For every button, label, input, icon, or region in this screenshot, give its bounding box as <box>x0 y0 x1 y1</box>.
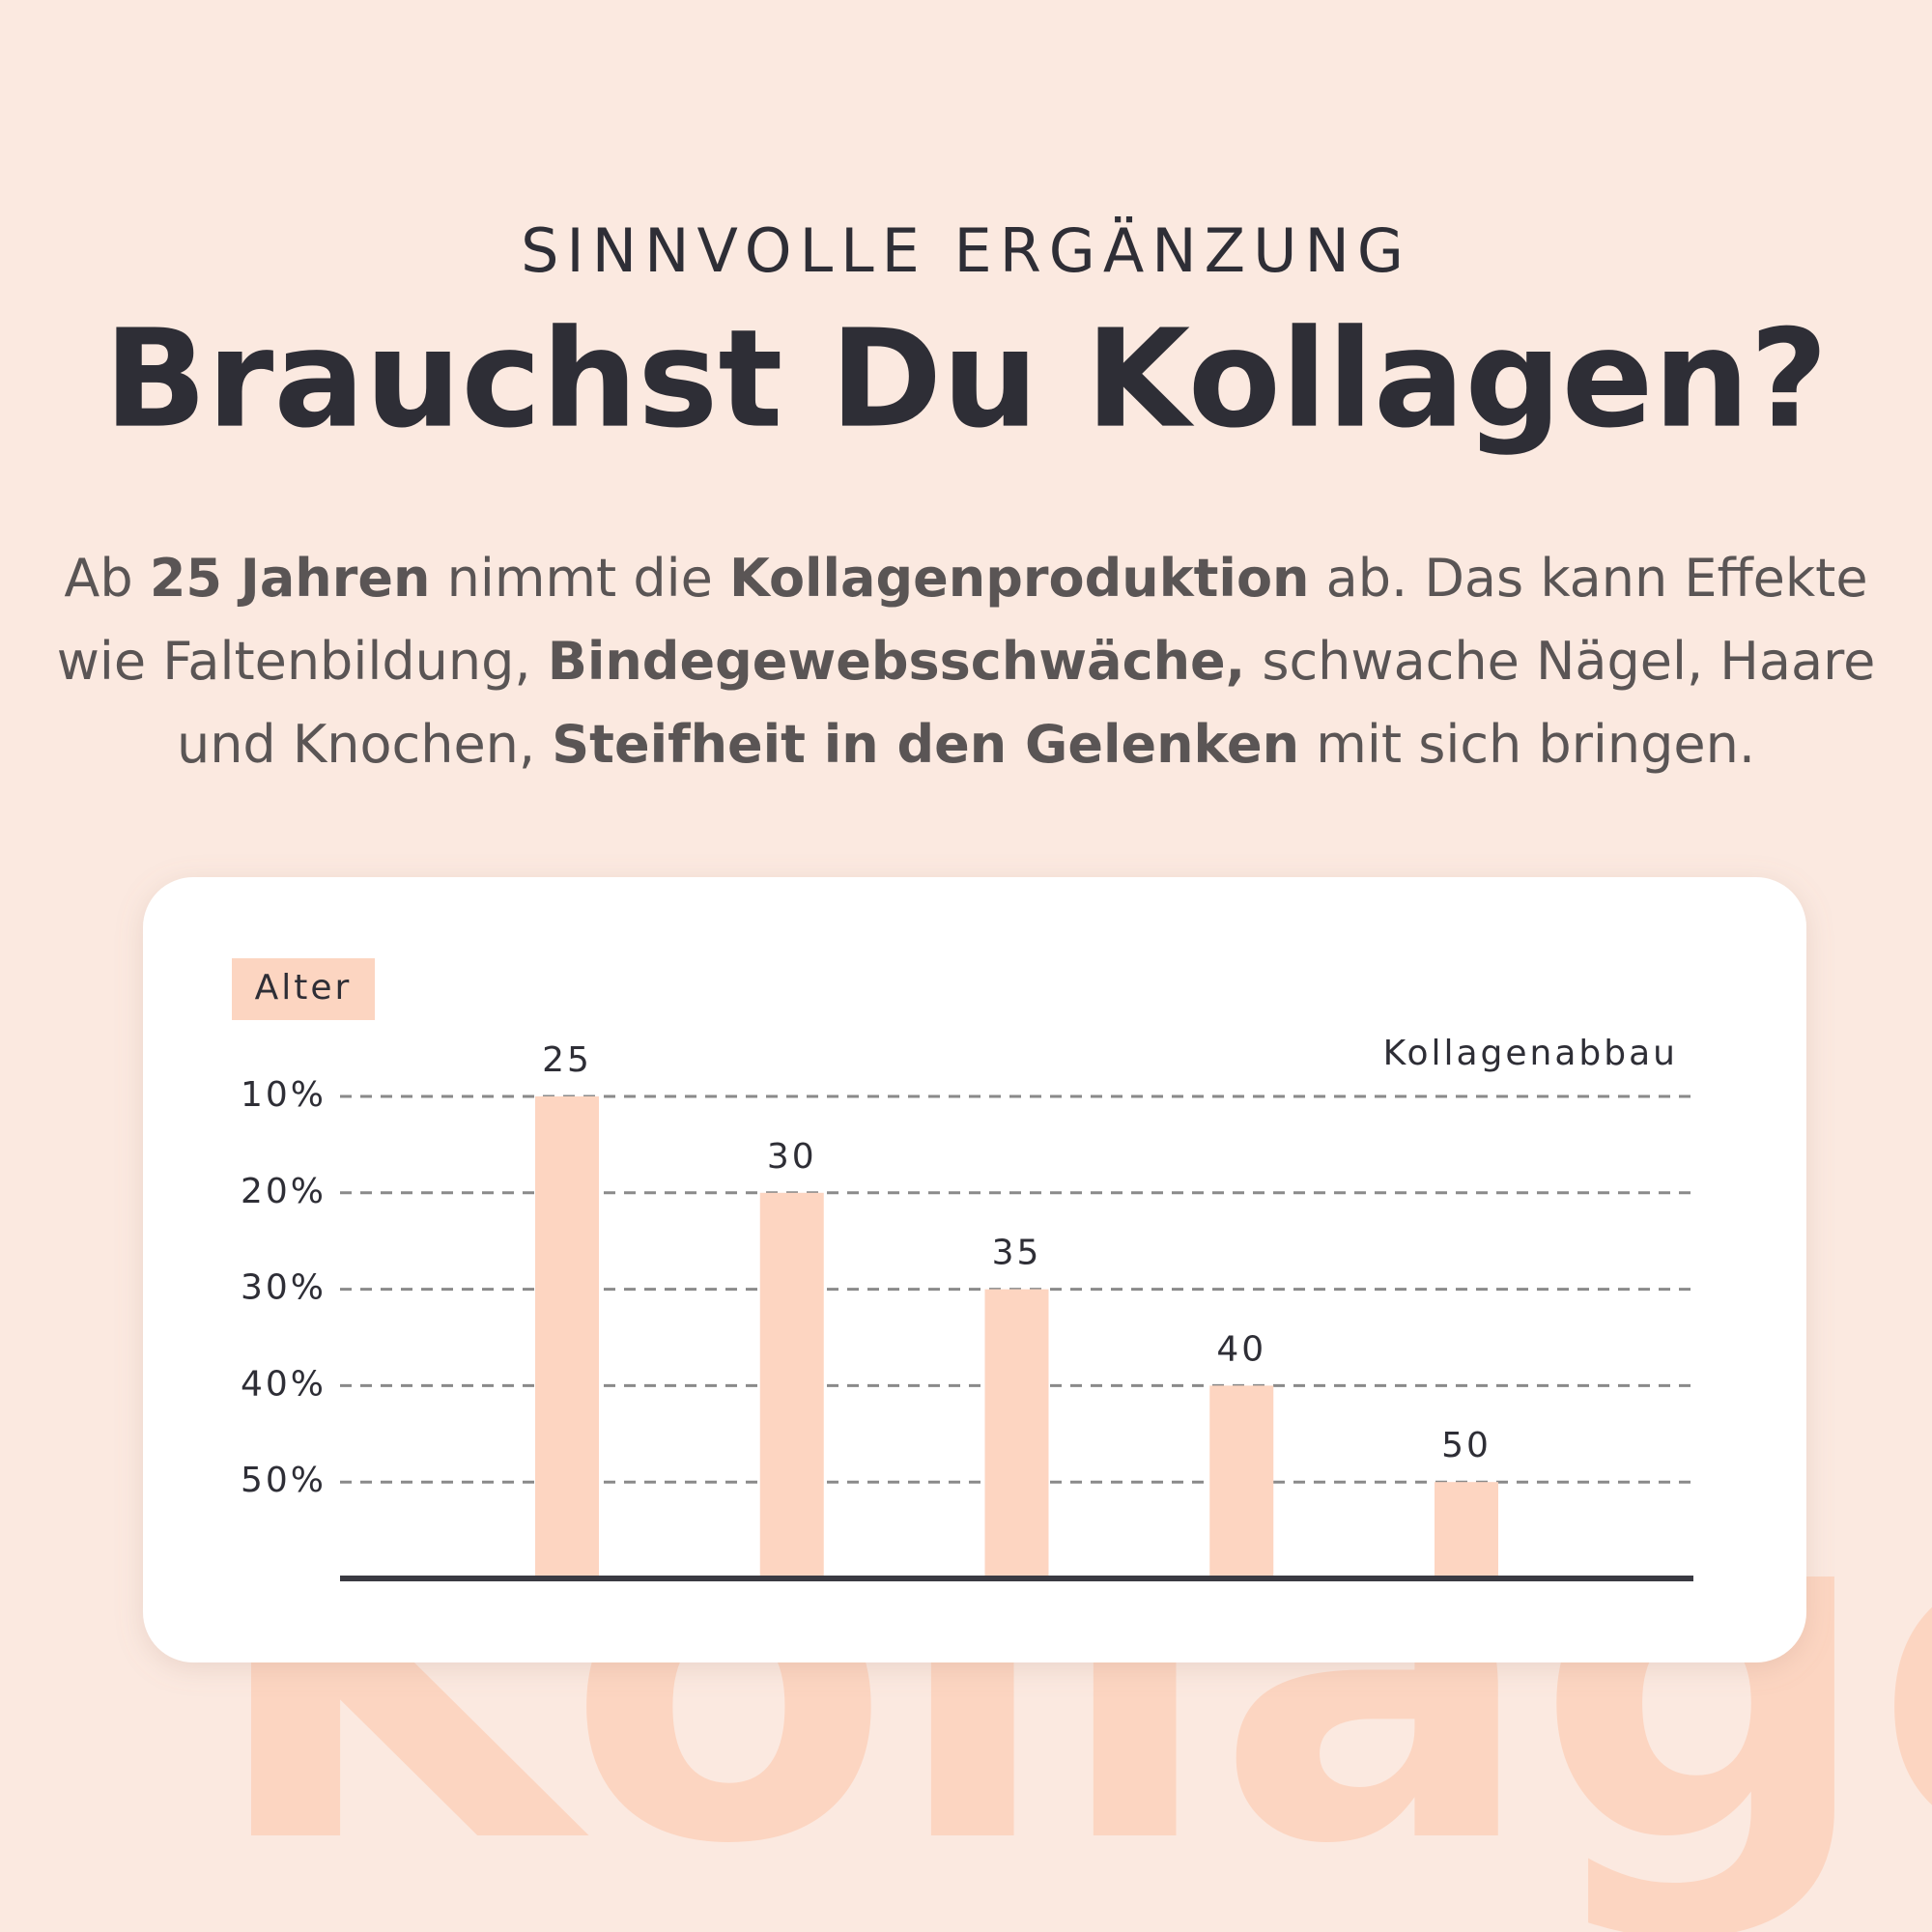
intro-text: Ab <box>64 548 149 609</box>
y-tick-label: 50% <box>241 1461 327 1500</box>
intro-bold: Steifheit in den Gelenken <box>552 714 1299 775</box>
bar <box>759 1192 824 1578</box>
bar <box>1209 1385 1274 1578</box>
intro-line: Ab 25 Jahren nimmt die Kollagenproduktio… <box>64 548 1867 609</box>
legend-box <box>232 958 375 1020</box>
plot: 10% 20% 30% 40% 50% 25 30 35 40 50 <box>241 1040 1693 1578</box>
bar <box>1435 1482 1498 1578</box>
intro-bold: Kollagenproduktion <box>729 548 1309 609</box>
intro-text: ab. Das kann Effekte <box>1309 548 1867 609</box>
intro-line: wie Faltenbildung, Bindegewebsschwäche, … <box>57 631 1876 692</box>
category-label: 35 <box>992 1234 1042 1273</box>
title: Brauchst Du Kollagen? <box>104 301 1829 459</box>
intro-bold: Bindegewebsschwäche, <box>548 631 1246 692</box>
y-tick-label: 10% <box>241 1075 327 1115</box>
bar <box>535 1096 599 1578</box>
chart-card <box>143 877 1806 1662</box>
category-label: 30 <box>767 1137 817 1177</box>
category-label: 40 <box>1216 1329 1266 1369</box>
y-axis-label: Kollagenabbau <box>1383 1034 1678 1073</box>
legend-label: Alter <box>255 968 353 1008</box>
y-tick-label: 30% <box>241 1268 327 1308</box>
intro-text: nimmt die <box>430 548 729 609</box>
intro-line: und Knochen, Steifheit in den Gelenken m… <box>177 714 1755 775</box>
y-tick-label: 20% <box>241 1172 327 1211</box>
kicker: SINNVOLLE ERGÄNZUNG <box>521 215 1411 286</box>
intro: Ab 25 Jahren nimmt die Kollagenproduktio… <box>57 548 1876 775</box>
bar <box>984 1289 1049 1578</box>
intro-text: und Knochen, <box>177 714 552 775</box>
y-tick-label: 40% <box>241 1364 327 1404</box>
intro-text: schwache Nägel, Haare <box>1245 631 1875 692</box>
intro-text: wie Faltenbildung, <box>57 631 548 692</box>
intro-text: mit sich bringen. <box>1299 714 1755 775</box>
intro-bold: 25 Jahren <box>150 548 431 609</box>
category-label: 25 <box>542 1040 592 1080</box>
category-label: 50 <box>1441 1426 1492 1465</box>
